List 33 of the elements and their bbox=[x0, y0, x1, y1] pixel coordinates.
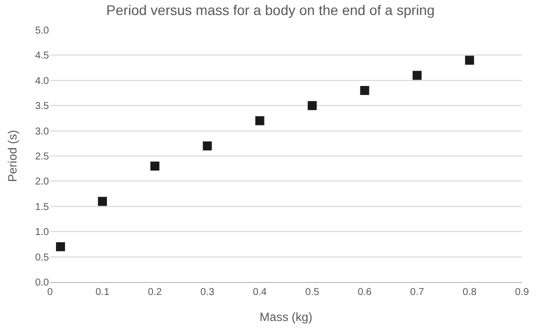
point bbox=[202, 141, 212, 150]
x-tick-label: 0.3 bbox=[200, 287, 215, 298]
x-tick-label: 0.2 bbox=[148, 287, 162, 298]
x-tick-label: 0.4 bbox=[252, 287, 268, 298]
point bbox=[56, 242, 65, 252]
y-tick-label: 0.5 bbox=[35, 252, 50, 264]
x-tick-label: 0.7 bbox=[410, 287, 424, 298]
y-tick-label: 5.0 bbox=[35, 26, 50, 36]
x-tick-label: 0 bbox=[47, 287, 54, 298]
y-tick-label: 2.0 bbox=[35, 176, 50, 188]
y-tick-label: 1.0 bbox=[35, 227, 50, 238]
y-tick-label: 4.5 bbox=[35, 50, 50, 62]
point bbox=[150, 162, 160, 171]
point bbox=[412, 70, 422, 80]
y-tick-label: 2.5 bbox=[35, 152, 50, 162]
y-tick-label: 3.5 bbox=[35, 101, 50, 112]
point bbox=[98, 196, 107, 206]
x-tick-label: 0.9 bbox=[515, 287, 530, 298]
point bbox=[360, 86, 370, 95]
x-tick-label: 0.8 bbox=[462, 287, 477, 298]
y-tick-label: 0.0 bbox=[35, 278, 50, 288]
y-tick-label: 3.0 bbox=[35, 126, 50, 138]
y-axis-title: Period (s) bbox=[5, 130, 20, 182]
y-tick-label: 4.0 bbox=[35, 76, 50, 87]
point bbox=[308, 101, 317, 110]
point bbox=[465, 56, 474, 65]
x-tick-label: 0.6 bbox=[358, 287, 372, 298]
point bbox=[255, 116, 264, 126]
y-tick-label: 1.5 bbox=[35, 202, 50, 213]
x-tick-label: 0.5 bbox=[305, 287, 320, 298]
x-tick-label: 0.1 bbox=[95, 287, 110, 298]
chart-title: Period versus mass for a body on the end of a spring bbox=[106, 2, 435, 18]
x-axis-title: Mass (kg) bbox=[260, 310, 312, 324]
